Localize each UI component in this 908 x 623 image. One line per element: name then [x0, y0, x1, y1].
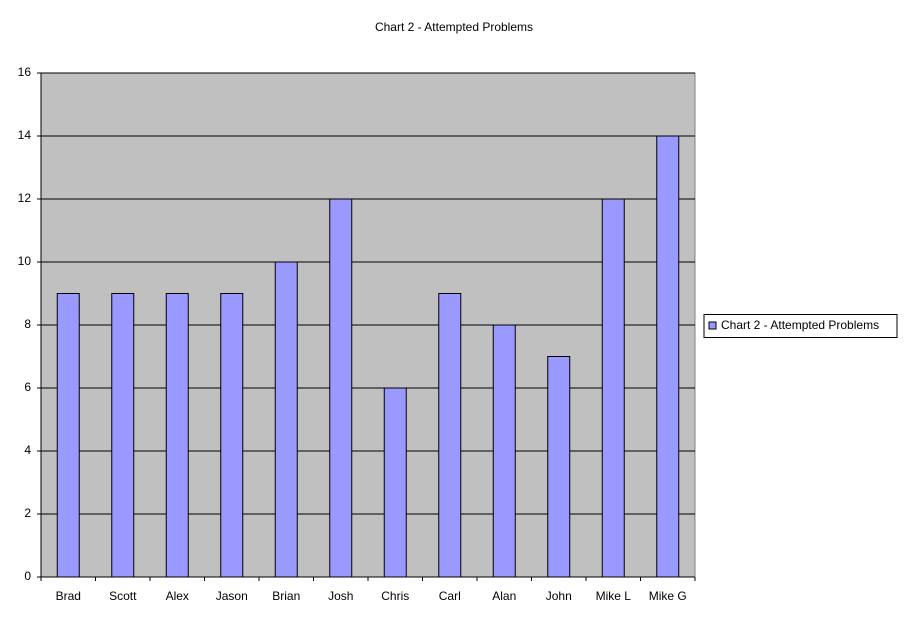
x-tick-label: Chris	[381, 589, 409, 603]
x-tick-label: Josh	[328, 589, 353, 603]
y-tick-label: 14	[18, 128, 32, 142]
y-tick-label: 2	[24, 506, 31, 520]
x-tick-label: Brad	[56, 589, 81, 603]
x-tick-label: Brian	[272, 589, 300, 603]
bar	[165, 293, 189, 578]
bar	[329, 198, 353, 578]
bar	[220, 293, 244, 578]
x-tick-label: Mike G	[649, 589, 687, 603]
x-tick-label: Carl	[439, 589, 461, 603]
bar	[601, 198, 625, 578]
bar	[274, 261, 298, 578]
legend-box	[703, 314, 898, 338]
chart-title: Chart 2 - Attempted Problems	[375, 20, 533, 34]
y-tick-label: 0	[24, 569, 31, 583]
y-tick-label: 12	[18, 191, 32, 205]
x-tick-label: Alan	[492, 589, 516, 603]
x-tick-label: Mike L	[596, 589, 632, 603]
legend-label: Chart 2 - Attempted Problems	[721, 318, 879, 332]
bar	[438, 293, 462, 578]
y-tick-label: 4	[24, 443, 31, 457]
bar	[547, 356, 571, 578]
bar	[656, 135, 680, 578]
y-tick-label: 8	[24, 317, 31, 331]
bar	[111, 293, 135, 578]
legend-swatch	[708, 321, 717, 330]
y-tick-label: 16	[18, 65, 32, 79]
bar	[383, 387, 407, 578]
x-tick-label: John	[546, 589, 572, 603]
y-tick-label: 6	[24, 380, 31, 394]
bar	[492, 324, 516, 578]
x-tick-label: Alex	[166, 589, 189, 603]
y-tick-label: 10	[18, 254, 32, 268]
x-tick-label: Scott	[109, 589, 137, 603]
bar	[56, 293, 80, 578]
x-tick-label: Jason	[216, 589, 248, 603]
